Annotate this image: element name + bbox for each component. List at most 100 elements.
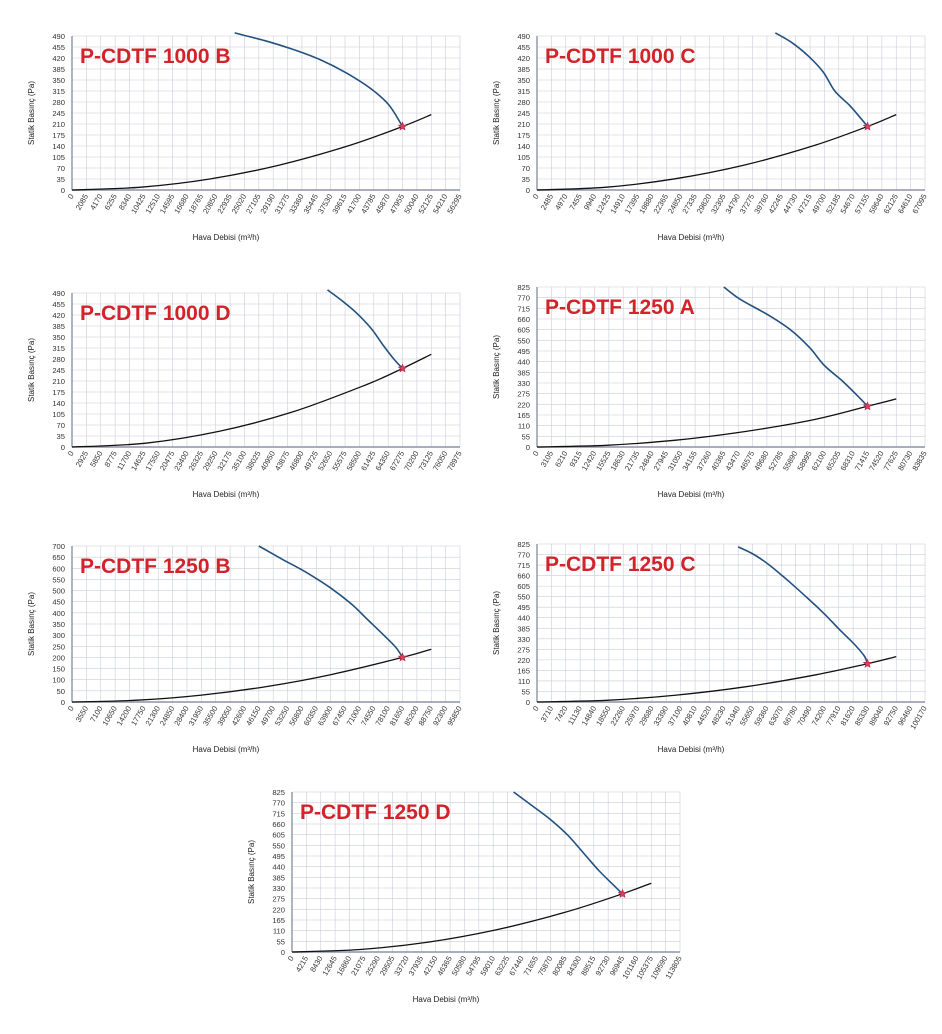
chart-p-cdtf-1250-d: 0 55 110 165 220 275 330 385 440 495 550 605 660 715 7… xyxy=(240,788,690,1020)
y-tick-label: 715 xyxy=(517,561,530,570)
y-tick-label: 330 xyxy=(517,379,530,388)
grid xyxy=(291,791,681,953)
y-tick-label: 220 xyxy=(272,905,285,914)
y-tick-label: 100 xyxy=(52,676,65,685)
y-tick-label: 455 xyxy=(517,43,530,52)
y-tick-label: 350 xyxy=(52,76,65,85)
y-tick-label: 300 xyxy=(52,631,65,640)
chart-svg: 0551101652202753303854404955506056607157… xyxy=(247,788,684,1004)
y-tick-label: 495 xyxy=(517,603,530,612)
y-tick-label: 280 xyxy=(52,98,65,107)
y-tick-label: 275 xyxy=(517,390,530,399)
y-tick-label: 440 xyxy=(517,358,530,367)
system-curve-line xyxy=(71,114,432,191)
fan-curve-line xyxy=(723,286,869,407)
y-tick-label: 50 xyxy=(57,687,65,696)
y-tick-label: 110 xyxy=(273,927,285,936)
y-tick-label: 495 xyxy=(272,852,285,861)
y-tick-label: 110 xyxy=(518,422,530,431)
y-tick-label: 55 xyxy=(277,937,285,946)
y-tick-label: 385 xyxy=(517,65,530,74)
fan-curve-line xyxy=(234,32,404,127)
y-tick-label: 0 xyxy=(526,698,530,707)
chart-svg: 0551101652202753303854404955506056607157… xyxy=(492,540,929,754)
y-tick-label: 70 xyxy=(57,421,65,430)
y-tick-label: 200 xyxy=(52,653,65,662)
y-tick-label: 550 xyxy=(52,575,65,584)
y-tick-label: 280 xyxy=(517,98,530,107)
y-tick-label: 420 xyxy=(52,54,65,63)
system-curve-line xyxy=(71,353,432,448)
operating-point-marker xyxy=(397,652,408,662)
y-tick-label: 825 xyxy=(517,283,530,292)
chart-p-cdtf-1000-d: 0 35 70 105 140 175 210 245 280 315 350 385 420 455 49… xyxy=(20,285,470,515)
fan-curve-line xyxy=(774,32,869,128)
y-axis-title: Statik Basınç (Pa) xyxy=(492,81,501,145)
chart-title: P-CDTF 1000 B xyxy=(80,45,231,68)
y-tick-label: 440 xyxy=(517,614,530,623)
y-tick-label: 420 xyxy=(517,54,530,63)
chart-p-cdtf-1250-a: 0 55 110 165 220 275 330 385 440 495 550 605 660 715 7… xyxy=(485,283,935,515)
y-tick-label: 825 xyxy=(517,540,530,549)
y-tick-label: 0 xyxy=(526,186,530,195)
chart-title: P-CDTF 1250 B xyxy=(80,555,231,578)
x-tick-label: 3550 xyxy=(74,705,90,724)
x-tick-label: 6255 xyxy=(103,193,119,212)
y-tick-label: 550 xyxy=(517,593,530,602)
x-tick-label: 56295 xyxy=(445,193,463,216)
y-tick-label: 165 xyxy=(517,666,530,675)
operating-point-marker xyxy=(397,363,408,373)
y-tick-label: 400 xyxy=(52,609,65,618)
chart-title: P-CDTF 1000 D xyxy=(80,302,231,325)
y-tick-label: 140 xyxy=(517,142,530,151)
system-curve-line xyxy=(536,398,897,448)
x-axis-title: Hava Debisi (m³/h) xyxy=(658,490,725,499)
x-tick-label: 2085 xyxy=(74,193,90,212)
y-tick-label: 35 xyxy=(522,175,530,184)
x-axis-title: Hava Debisi (m³/h) xyxy=(658,745,725,754)
chart-p-cdtf-1250-c: 0 55 110 165 220 275 330 385 440 495 550 605 660 715 7… xyxy=(485,538,935,768)
y-tick-label: 105 xyxy=(52,410,65,419)
system-curve-line xyxy=(71,648,432,703)
y-tick-label: 315 xyxy=(52,87,65,96)
y-tick-label: 0 xyxy=(61,698,65,707)
y-tick-label: 715 xyxy=(517,304,530,313)
y-tick-label: 700 xyxy=(52,542,65,551)
y-tick-label: 220 xyxy=(517,400,530,409)
y-axis-title: Statik Basınç (Pa) xyxy=(27,338,36,402)
y-tick-label: 550 xyxy=(272,841,285,850)
x-tick-label: 0 xyxy=(531,193,541,201)
chart-p-cdtf-1250-b: 0 50 100 150 200 250 300 350 400 450 500 550 600 650 7… xyxy=(20,538,470,768)
y-tick-label: 275 xyxy=(272,895,285,904)
y-tick-label: 250 xyxy=(52,642,65,651)
y-tick-label: 605 xyxy=(272,831,285,840)
x-axis-title: Hava Debisi (m³/h) xyxy=(193,233,260,242)
y-tick-label: 245 xyxy=(52,109,65,118)
y-tick-label: 55 xyxy=(522,687,530,696)
x-tick-label: 0 xyxy=(531,705,541,713)
y-tick-label: 35 xyxy=(57,175,65,184)
y-tick-label: 150 xyxy=(52,665,65,674)
y-tick-label: 110 xyxy=(518,677,530,686)
y-tick-label: 0 xyxy=(526,443,530,452)
operating-point-marker xyxy=(617,888,628,898)
y-tick-label: 70 xyxy=(522,164,530,173)
chart-title: P-CDTF 1250 A xyxy=(545,296,695,319)
y-tick-label: 650 xyxy=(52,553,65,562)
y-tick-label: 245 xyxy=(517,109,530,118)
y-tick-label: 495 xyxy=(517,347,530,356)
chart-p-cdtf-1000-b: 0 35 70 105 140 175 210 245 280 315 350 385 420 455 49… xyxy=(20,28,470,258)
operating-point-marker xyxy=(862,658,873,668)
y-tick-label: 455 xyxy=(52,43,65,52)
y-tick-label: 55 xyxy=(522,432,530,441)
x-tick-label: 4170 xyxy=(88,193,104,212)
chart-svg: 0 35 70 105 140 175 210 245 280 315 350 385 420 455 49… xyxy=(27,32,464,242)
y-tick-label: 105 xyxy=(52,153,65,162)
y-tick-label: 245 xyxy=(52,366,65,375)
y-tick-label: 275 xyxy=(517,645,530,654)
fan-curve-line xyxy=(513,791,624,895)
y-tick-label: 550 xyxy=(517,336,530,345)
x-tick-label: 95850 xyxy=(445,705,463,728)
y-tick-label: 70 xyxy=(57,164,65,173)
y-tick-label: 825 xyxy=(272,788,285,797)
